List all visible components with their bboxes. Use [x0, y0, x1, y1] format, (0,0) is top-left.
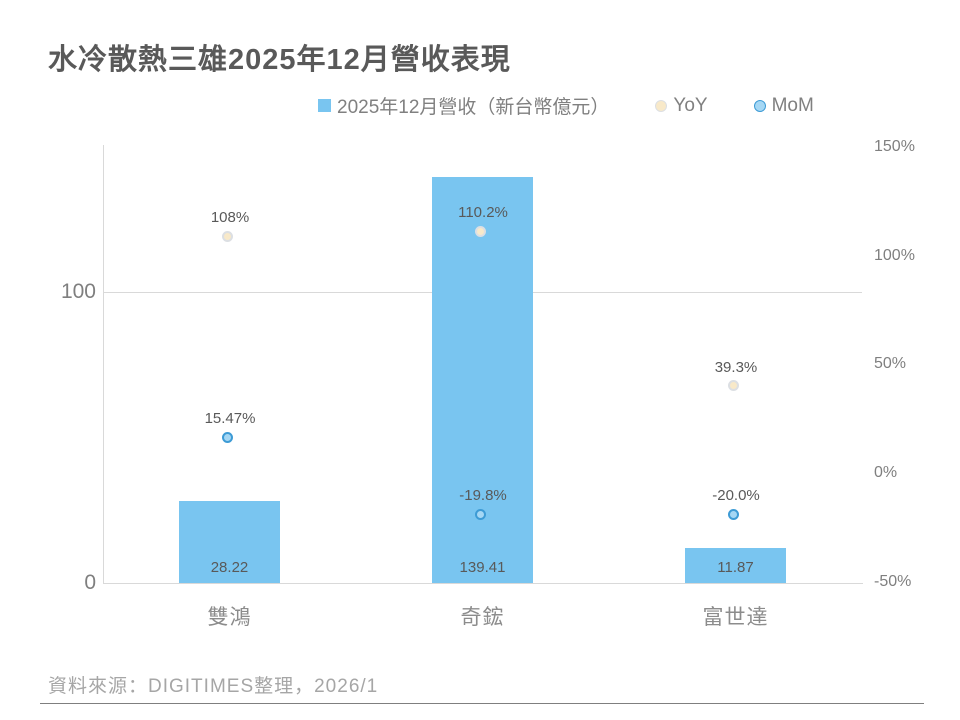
footer-divider — [40, 703, 924, 704]
mom-marker — [475, 509, 486, 520]
legend: 2025年12月營收（新台幣億元） YoY MoM — [318, 92, 814, 119]
mom-label: 15.47% — [204, 410, 256, 427]
category-label: 奇鋐 — [460, 606, 505, 629]
bar-value-label: 11.87 — [717, 559, 754, 576]
mom-legend-marker — [753, 99, 766, 112]
category-label: 雙鴻 — [207, 606, 252, 629]
y-axis-line — [103, 145, 104, 583]
yoy-legend-label: YoY — [673, 94, 708, 116]
revenue-legend-label: 2025年12月營收（新台幣億元） — [337, 97, 610, 118]
right-axis-tick-label: 100% — [874, 247, 915, 264]
right-axis-tick-label: 150% — [874, 138, 915, 155]
chart-title: 水冷散熱三雄2025年12月營收表現 — [48, 44, 511, 76]
bar — [685, 548, 786, 583]
category-label: 富世達 — [702, 606, 769, 629]
mom-label: -19.8% — [459, 487, 507, 504]
yoy-label: 39.3% — [714, 359, 758, 376]
legend-item-yoy: YoY — [655, 94, 708, 117]
left-axis-tick-label: 100 — [60, 280, 96, 303]
yoy-label: 110.2% — [458, 204, 508, 221]
right-axis-tick-label: 50% — [874, 355, 907, 372]
yoy-marker — [728, 380, 739, 391]
mom-marker — [728, 509, 739, 520]
bar — [432, 177, 533, 583]
legend-item-mom: MoM — [753, 94, 814, 117]
right-axis-tick-label: -50% — [874, 573, 912, 590]
yoy-legend-marker — [655, 99, 668, 112]
source-note: 資料來源：DIGITIMES整理，2026/1 — [48, 676, 379, 697]
right-axis-tick-label: 0% — [874, 464, 898, 481]
bar-value-label: 139.41 — [459, 559, 506, 576]
mom-label: -20.0% — [712, 487, 760, 504]
mom-legend-label: MoM — [771, 94, 814, 116]
bar — [179, 501, 280, 583]
revenue-legend-swatch — [318, 99, 331, 112]
yoy-label: 108% — [210, 209, 250, 226]
mom-marker — [222, 432, 233, 443]
left-axis-tick-label: 0 — [84, 571, 96, 594]
bar-value-label: 28.22 — [210, 559, 249, 576]
yoy-marker — [475, 226, 486, 237]
legend-item-revenue: 2025年12月營收（新台幣億元） — [318, 92, 609, 119]
yoy-marker — [222, 231, 233, 242]
x-axis-line — [103, 583, 863, 584]
